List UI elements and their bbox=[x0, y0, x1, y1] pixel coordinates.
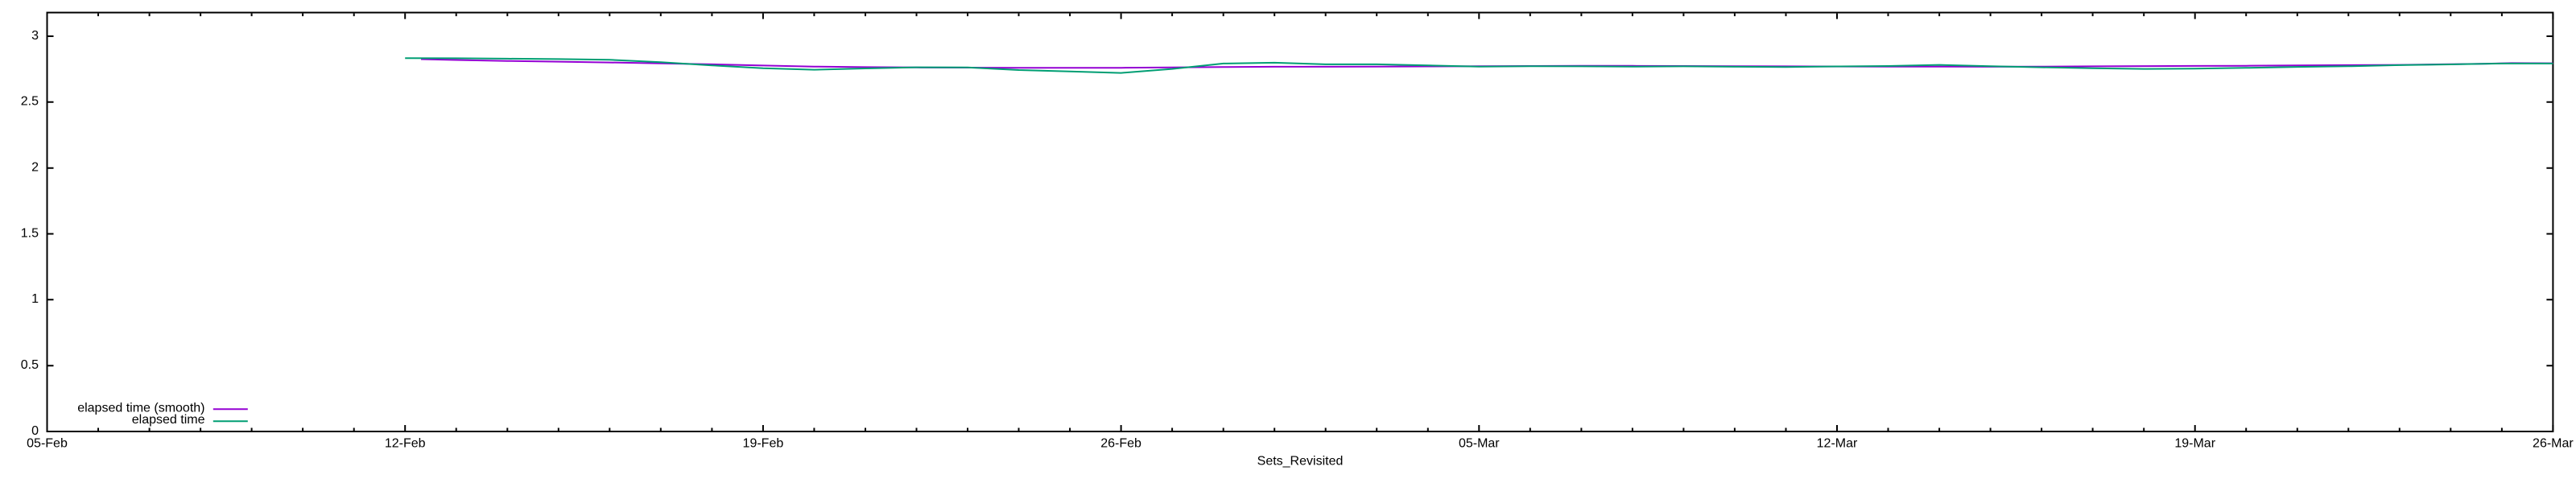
svg-text:0.5: 0.5 bbox=[21, 358, 39, 372]
svg-text:12-Mar: 12-Mar bbox=[1817, 437, 1858, 451]
svg-text:19-Mar: 19-Mar bbox=[2174, 437, 2215, 451]
svg-text:05-Feb: 05-Feb bbox=[27, 437, 68, 451]
svg-text:05-Mar: 05-Mar bbox=[1459, 437, 1500, 451]
svg-text:19-Feb: 19-Feb bbox=[743, 437, 784, 451]
svg-text:3: 3 bbox=[31, 29, 39, 43]
svg-text:elapsed time (smooth): elapsed time (smooth) bbox=[77, 401, 204, 415]
svg-text:26-Feb: 26-Feb bbox=[1100, 437, 1141, 451]
svg-text:1.5: 1.5 bbox=[21, 226, 39, 240]
svg-text:Sets_Revisited: Sets_Revisited bbox=[1257, 455, 1344, 469]
svg-text:12-Feb: 12-Feb bbox=[385, 437, 426, 451]
svg-text:elapsed time: elapsed time bbox=[132, 413, 205, 427]
svg-text:1: 1 bbox=[31, 292, 39, 306]
svg-text:2: 2 bbox=[31, 161, 39, 175]
svg-text:0: 0 bbox=[31, 424, 39, 438]
svg-text:2.5: 2.5 bbox=[21, 95, 39, 109]
svg-text:26-Mar: 26-Mar bbox=[2533, 437, 2574, 451]
